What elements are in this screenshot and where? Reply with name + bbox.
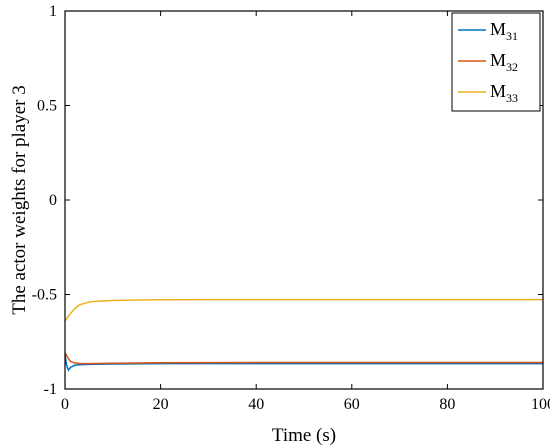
x-axis-label: Time (s) xyxy=(272,425,336,446)
y-axis-label: The actor weights for player 3 xyxy=(9,85,30,315)
x-tick-label: 20 xyxy=(153,396,169,413)
x-tick-label: 0 xyxy=(61,396,69,413)
legend-label-subscript: 32 xyxy=(506,60,518,74)
y-tick-label: -0.5 xyxy=(32,287,57,304)
legend-label: M31 xyxy=(490,19,518,43)
y-tick-label: -1 xyxy=(44,381,57,398)
x-tick-label: 100 xyxy=(531,396,550,413)
legend-label-main: M xyxy=(490,50,506,70)
y-tick-label: 1 xyxy=(49,3,57,20)
legend-label: M33 xyxy=(490,81,518,105)
x-tick-label: 60 xyxy=(344,396,360,413)
plot-frame xyxy=(64,10,544,390)
legend-label-main: M xyxy=(490,81,506,101)
series-line-m31 xyxy=(64,354,543,372)
tick-layer: 0 20 40 60 80 100 1 0.5 0 -0.5 -1 xyxy=(32,3,550,413)
x-tick-label: 80 xyxy=(439,396,455,413)
legend-label-main: M xyxy=(490,19,506,39)
legend-label: M32 xyxy=(490,50,518,74)
series-line-m33 xyxy=(64,298,543,322)
y-tick-label: 0.5 xyxy=(37,98,57,115)
x-tick-label: 40 xyxy=(248,396,264,413)
series-line-m32 xyxy=(64,352,543,365)
legend-label-subscript: 33 xyxy=(506,91,518,105)
legend-label-subscript: 31 xyxy=(506,29,518,43)
series-layer xyxy=(64,298,543,372)
y-tick-label: 0 xyxy=(49,192,57,209)
